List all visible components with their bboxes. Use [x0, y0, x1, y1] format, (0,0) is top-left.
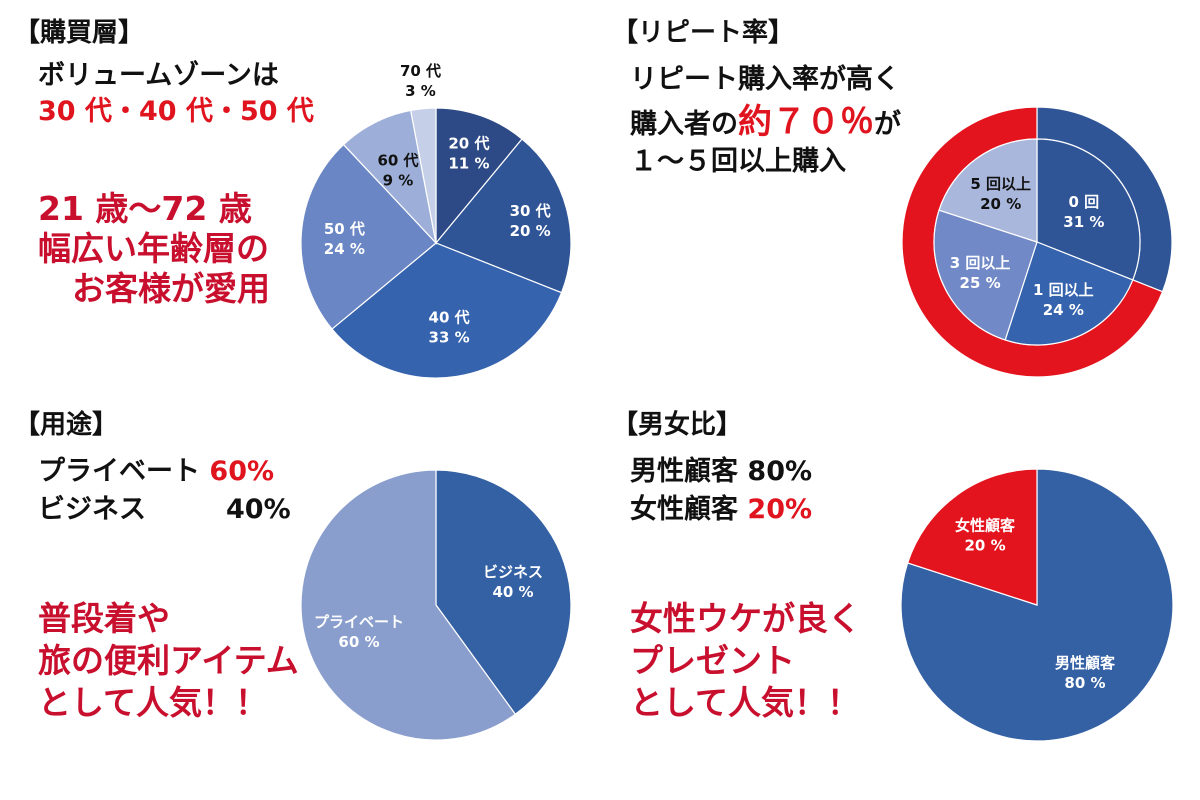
gender-msg-2: プレゼント — [630, 641, 795, 680]
pie-slice — [1036, 138, 1141, 281]
repeat-line2: 購入者の約７０％が — [630, 104, 901, 143]
gender-row2: 女性顧客 20% — [630, 492, 812, 528]
buyers-msg-1: 21 歳～72 歳 — [38, 189, 252, 228]
slice-label-value: 24 % — [324, 240, 365, 258]
gender-row2-value: 20% — [747, 494, 813, 525]
repeat-highlight: 約７０％ — [738, 102, 874, 142]
slice-label-value: 25 % — [960, 274, 1001, 292]
slice-label-category: プライベート — [314, 613, 404, 631]
repeat-heading: 【リピート率】 — [612, 18, 795, 48]
repeat-line1: リピート購入率が高く — [630, 64, 900, 95]
slice-label-value: 20 % — [510, 222, 551, 240]
slice-label-category: ビジネス — [483, 563, 543, 581]
slice-label-value: 3 % — [405, 82, 436, 100]
slice-label-category: 1 回以上 — [1033, 281, 1094, 299]
gender-row1: 男性顧客 80% — [630, 454, 812, 490]
gender-heading: 【男女比】 — [612, 410, 743, 440]
usage-row1-label: プライベート — [38, 456, 200, 487]
repeat-line2c: が — [874, 109, 901, 140]
pie-slice — [300, 143, 437, 330]
buyers-msg-2: 幅広い年齢層の — [38, 229, 269, 268]
pie-slice — [1004, 241, 1134, 346]
usage-msg-1: 普段着や — [38, 599, 170, 638]
slice-label-category: 3 回以上 — [950, 254, 1011, 272]
pie-slice — [300, 469, 517, 741]
slice-label-category: 60 代 — [377, 151, 418, 169]
usage-row2-value: 40% — [226, 494, 291, 525]
buyers-line1: ボリュームゾーンは — [38, 60, 279, 91]
pie-slice — [435, 107, 523, 245]
repeat-line3: １～５回以上購入 — [630, 146, 846, 177]
usage-msg-2: 旅の便利アイテム — [38, 641, 299, 680]
pie-slice — [435, 138, 572, 294]
usage-row1-value: 60% — [209, 456, 275, 487]
pie-slice — [435, 469, 572, 716]
slice-label-category: 女性顧客 — [955, 516, 1016, 534]
gender-msg-1: 女性ウケが良く — [630, 599, 861, 638]
buyers-line2: 30 代・40 代・50 代 — [38, 96, 314, 127]
pie-slice — [331, 242, 563, 379]
slice-label-value: 40 % — [492, 583, 533, 601]
usage-row2-label: ビジネス — [38, 494, 146, 525]
slice-label-value: 9 % — [383, 171, 414, 189]
usage-heading: 【用途】 — [14, 410, 119, 440]
slice-label-value: 11 % — [448, 155, 489, 173]
gender-row1-label: 男性顧客 — [630, 456, 738, 487]
slice-label-category: 0 回 — [1069, 193, 1100, 211]
pie-slice — [906, 468, 1038, 606]
repeat-line2a: 購入者の — [630, 109, 738, 140]
usage-msg-3: として人気！！ — [38, 683, 269, 722]
slice-label-value: 60 % — [338, 633, 379, 651]
gender-row1-value: 80% — [747, 456, 813, 487]
pie-slice — [933, 209, 1038, 341]
gender-msg-3: として人気！！ — [630, 683, 861, 722]
slice-label-category: 20 代 — [448, 135, 489, 153]
slice-label-value: 20 % — [964, 536, 1005, 554]
gender-row2-label: 女性顧客 — [630, 494, 738, 525]
slice-label-value: 31 % — [1063, 213, 1104, 231]
slice-label-category: 50 代 — [324, 220, 365, 238]
slice-label-value: 20 % — [980, 195, 1021, 213]
buyers-heading: 【購買層】 — [14, 18, 145, 48]
slice-label-category: 5 回以上 — [970, 175, 1031, 193]
slice-label-value: 33 % — [429, 329, 470, 347]
slice-label-category: 40 代 — [429, 309, 470, 327]
usage-row1: プライベート 60% — [38, 454, 274, 490]
slice-label-category: 男性顧客 — [1055, 654, 1116, 672]
slice-label-category: 70 代 — [400, 62, 441, 80]
pie-slice — [410, 107, 437, 244]
slice-label-value: 24 % — [1043, 301, 1084, 319]
buyers-msg-3: お客様が愛用 — [72, 269, 270, 308]
slice-label-value: 80 % — [1064, 674, 1105, 692]
pie-slice — [938, 138, 1038, 243]
slice-label-category: 30 代 — [510, 202, 551, 220]
